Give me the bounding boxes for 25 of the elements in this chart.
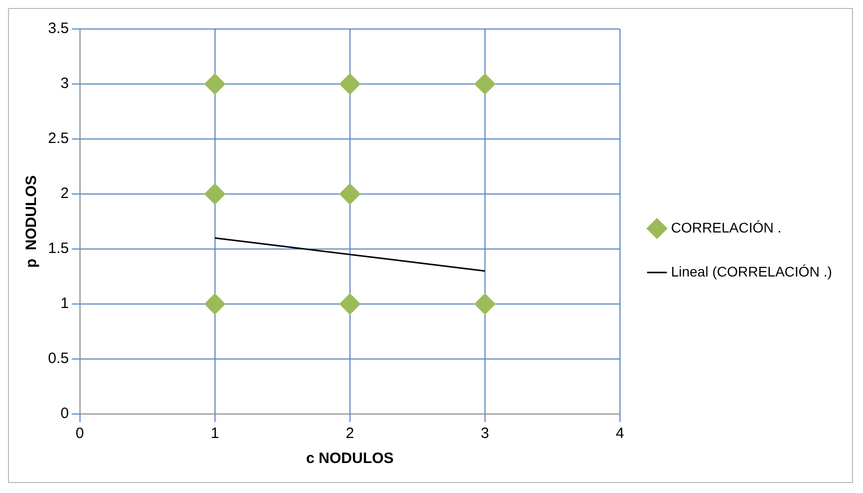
point — [339, 294, 360, 314]
x-tick-label: 4 — [616, 425, 624, 442]
x-axis-title: c NODULOS — [306, 450, 394, 468]
y-tick-label: 0.5 — [48, 350, 69, 368]
legend-label: Lineal (CORRELACIÓN .) — [670, 263, 832, 280]
y-tick-label: 3.5 — [48, 20, 69, 38]
x-tick-label: 2 — [346, 425, 354, 442]
x-tick-label: 1 — [210, 425, 220, 442]
y-axis-title: p NODULOS — [23, 175, 40, 268]
point — [474, 294, 496, 314]
y-tick-label: 1 — [60, 295, 69, 312]
y-tick-label: 2 — [60, 185, 69, 202]
point — [339, 74, 360, 94]
point — [204, 184, 226, 204]
legend-label: CORRELACIÓN . — [670, 219, 782, 236]
y-tick-label: 3 — [60, 75, 69, 92]
point — [339, 184, 360, 204]
point — [204, 294, 226, 314]
y-tick-label: 0 — [60, 405, 69, 422]
x-tick-label: 0 — [76, 425, 84, 442]
y-tick-label: 1.5 — [48, 240, 69, 258]
point — [204, 74, 226, 94]
x-tick-label: 3 — [480, 425, 490, 442]
point — [474, 74, 496, 94]
y-tick-label: 2.5 — [48, 130, 69, 148]
